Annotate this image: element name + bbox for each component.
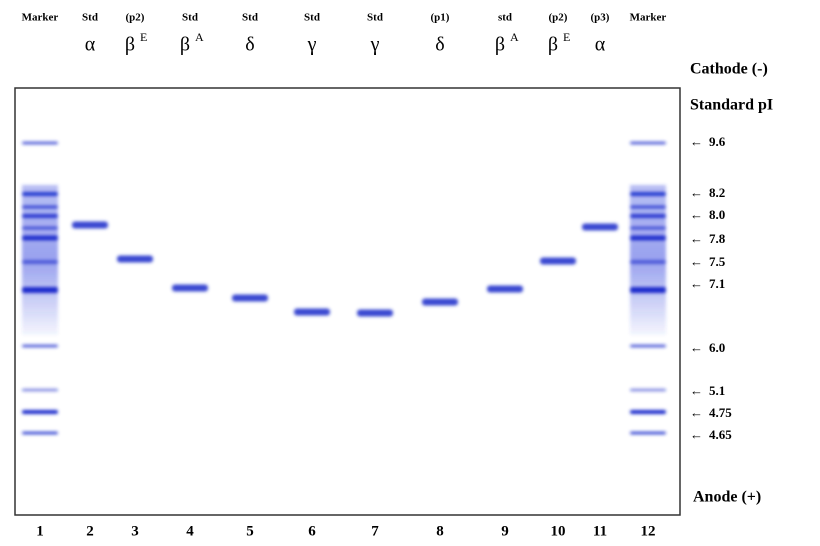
protein-band xyxy=(487,286,523,293)
protein-band xyxy=(72,222,108,229)
marker-band xyxy=(22,260,58,264)
lane-number: 7 xyxy=(371,523,379,539)
lane-header: Marker xyxy=(22,12,59,24)
lane-number: 1 xyxy=(36,523,44,539)
lane-symbol-sup: E xyxy=(140,30,147,44)
lane-symbol: β xyxy=(125,34,135,56)
pi-label: 7.8 xyxy=(709,231,726,246)
lane-header: Std xyxy=(242,12,258,24)
lane-header: std xyxy=(498,12,512,24)
marker-band xyxy=(630,227,666,230)
anode-label: Anode (+) xyxy=(693,489,761,506)
pi-arrow: ← xyxy=(690,231,703,246)
lane-header: Std xyxy=(82,12,98,24)
pi-label: 4.65 xyxy=(709,427,732,442)
lane-number: 8 xyxy=(436,523,444,539)
lane-number: 9 xyxy=(501,523,509,539)
lane-header: (p3) xyxy=(591,12,610,24)
gel-frame xyxy=(15,88,680,515)
lane-number: 3 xyxy=(131,523,139,539)
lane-number: 4 xyxy=(186,523,194,539)
lane-header: Marker xyxy=(630,12,667,24)
lane-symbol: β xyxy=(495,34,505,56)
pi-label: 6.0 xyxy=(709,340,725,355)
pi-arrow: ← xyxy=(690,276,703,291)
lane-number: 12 xyxy=(641,523,656,539)
pi-label: 4.75 xyxy=(709,405,732,420)
lane-symbol: β xyxy=(548,34,558,56)
pi-arrow: ← xyxy=(690,340,703,355)
pi-arrow: ← xyxy=(690,383,703,398)
marker-band xyxy=(630,287,666,293)
protein-band xyxy=(117,256,153,263)
lane-symbol: α xyxy=(595,34,606,56)
marker-band xyxy=(630,236,666,241)
marker-band xyxy=(630,192,666,196)
pi-arrow: ← xyxy=(690,405,703,420)
protein-band xyxy=(422,299,458,306)
marker-band xyxy=(22,287,58,293)
pi-arrow: ← xyxy=(690,134,703,149)
marker-band xyxy=(22,214,58,218)
marker-band xyxy=(630,389,666,392)
marker-band xyxy=(22,389,58,392)
lane-number: 2 xyxy=(86,523,94,539)
lane-header: (p2) xyxy=(126,12,145,24)
marker-band xyxy=(630,345,666,348)
lane-header: Std xyxy=(304,12,320,24)
marker-band xyxy=(630,432,666,435)
protein-band xyxy=(582,224,618,231)
marker-band xyxy=(22,410,58,414)
marker-band xyxy=(22,345,58,348)
lane-symbol: α xyxy=(85,34,96,56)
lane-number: 6 xyxy=(308,523,316,539)
marker-band xyxy=(22,432,58,435)
pi-arrow: ← xyxy=(690,254,703,269)
lane-symbol: γ xyxy=(370,34,380,56)
cathode-label: Cathode (-) xyxy=(690,61,768,78)
marker-band xyxy=(630,214,666,218)
lane-symbol: γ xyxy=(307,34,317,56)
lane-header: Std xyxy=(367,12,383,24)
lane-symbol: δ xyxy=(435,34,444,56)
protein-band xyxy=(294,309,330,316)
protein-band xyxy=(357,310,393,317)
marker-band xyxy=(22,142,58,145)
protein-band xyxy=(540,258,576,265)
pi-label: 9.6 xyxy=(709,134,726,149)
lane-header: (p1) xyxy=(431,12,450,24)
pi-label: 5.1 xyxy=(709,383,725,398)
marker-band xyxy=(22,192,58,196)
marker-band xyxy=(22,236,58,241)
marker-band xyxy=(630,142,666,145)
lane-symbol: β xyxy=(180,34,190,56)
pi-arrow: ← xyxy=(690,427,703,442)
lane-symbol: δ xyxy=(245,34,254,56)
lane-number: 11 xyxy=(593,523,607,539)
marker-band xyxy=(630,260,666,264)
lane-symbol-sup: E xyxy=(563,30,570,44)
pi-label: 8.0 xyxy=(709,207,725,222)
gel-figure: Cathode (-) Standard pI Anode (+) Marker… xyxy=(0,0,820,546)
pi-label: 7.1 xyxy=(709,276,725,291)
protein-band xyxy=(172,285,208,292)
lane-header: (p2) xyxy=(549,12,568,24)
pi-label: 7.5 xyxy=(709,254,726,269)
marker-band xyxy=(22,206,58,209)
marker-band xyxy=(630,206,666,209)
lane-header: Std xyxy=(182,12,198,24)
pi-label: 8.2 xyxy=(709,185,725,200)
pi-arrow: ← xyxy=(690,207,703,222)
lane-number: 5 xyxy=(246,523,254,539)
standard-pi-label: Standard pI xyxy=(690,97,773,114)
pi-arrow: ← xyxy=(690,185,703,200)
protein-band xyxy=(232,295,268,302)
marker-band xyxy=(630,410,666,414)
lane-symbol-sup: A xyxy=(195,30,204,44)
marker-band xyxy=(22,227,58,230)
lane-symbol-sup: A xyxy=(510,30,519,44)
lane-number: 10 xyxy=(551,523,566,539)
